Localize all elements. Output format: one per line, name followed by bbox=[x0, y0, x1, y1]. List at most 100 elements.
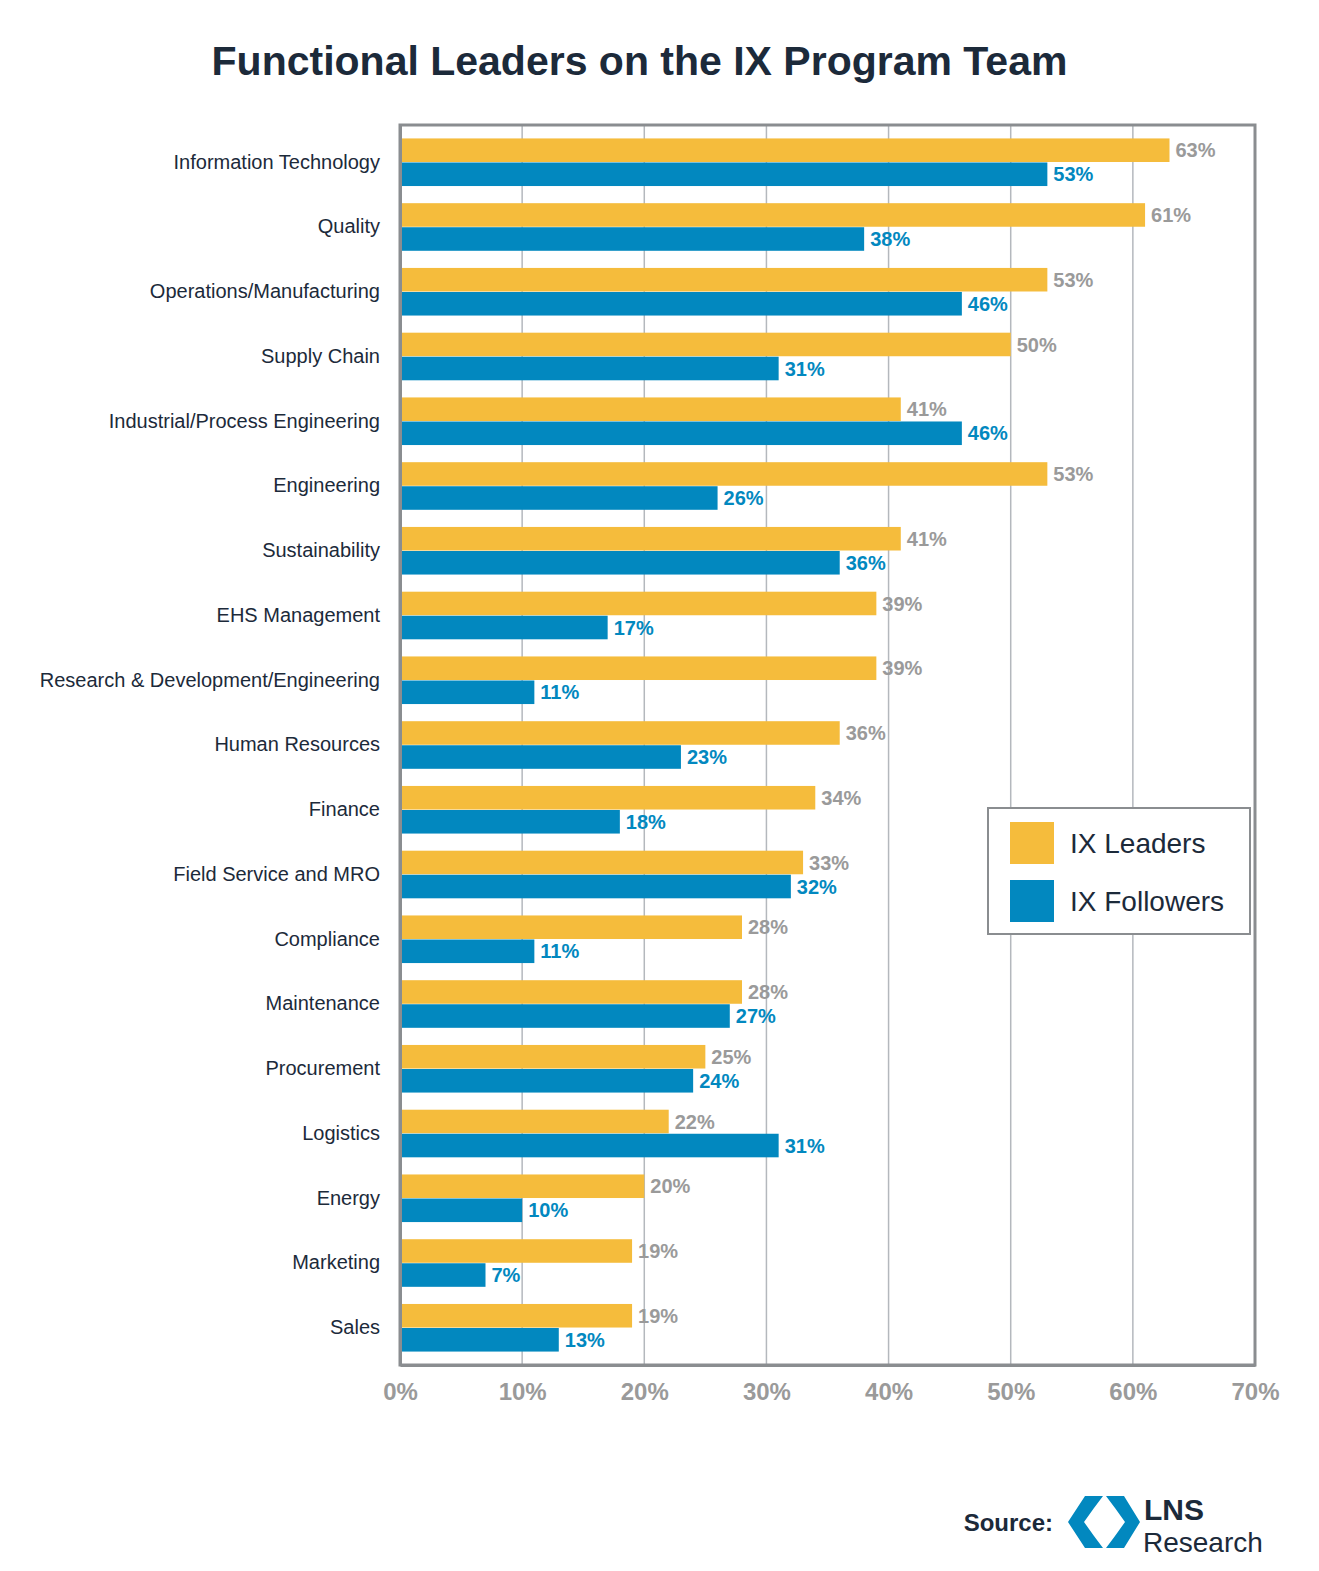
data-label: 10% bbox=[528, 1199, 568, 1221]
bar bbox=[400, 1045, 705, 1069]
tick: Logistics bbox=[302, 1122, 400, 1144]
data-label: 24% bbox=[699, 1070, 739, 1092]
tick-label: Research & Development/Engineering bbox=[40, 669, 380, 691]
bar bbox=[400, 486, 718, 510]
bar bbox=[400, 939, 534, 963]
source-label: Source: bbox=[964, 1509, 1053, 1536]
data-label: 32% bbox=[797, 876, 837, 898]
tick-label: Operations/Manufacturing bbox=[150, 280, 380, 302]
data-label: 39% bbox=[882, 593, 922, 615]
tick-label: 60% bbox=[1109, 1378, 1157, 1405]
data-label: 36% bbox=[846, 722, 886, 744]
bar bbox=[400, 786, 815, 810]
bar bbox=[400, 810, 620, 834]
tick: EHS Management bbox=[217, 604, 400, 626]
bar bbox=[400, 462, 1047, 486]
grid-line bbox=[1010, 125, 1012, 1365]
bar bbox=[400, 1328, 559, 1352]
tick-label: Quality bbox=[318, 215, 380, 237]
tick-label: Compliance bbox=[274, 928, 380, 950]
bar bbox=[400, 397, 901, 421]
tick: 70% bbox=[1231, 1365, 1279, 1405]
bar bbox=[400, 421, 962, 445]
bar bbox=[400, 333, 1011, 357]
bar bbox=[400, 357, 779, 381]
tick-label: Sustainability bbox=[262, 539, 380, 561]
source: Source: LNSResearch bbox=[964, 1493, 1263, 1558]
bar bbox=[400, 527, 901, 551]
bar bbox=[400, 1199, 522, 1223]
series-bars bbox=[400, 162, 1047, 1351]
bar bbox=[400, 721, 840, 745]
bars bbox=[400, 138, 1170, 1351]
y-axis: Information Technology Quality Operations/… bbox=[40, 126, 401, 1366]
data-label: 53% bbox=[1053, 463, 1093, 485]
data-label: 25% bbox=[711, 1046, 751, 1068]
bar bbox=[400, 162, 1047, 186]
tick-label: EHS Management bbox=[217, 604, 381, 626]
data-label: 34% bbox=[821, 787, 861, 809]
y-axis-line bbox=[399, 126, 402, 1366]
tick: 60% bbox=[1109, 1365, 1157, 1405]
bar bbox=[400, 1004, 730, 1028]
legend-label: IX Leaders bbox=[1070, 828, 1205, 859]
data-label: 39% bbox=[882, 657, 922, 679]
data-label: 26% bbox=[724, 487, 764, 509]
grid-line bbox=[1132, 125, 1134, 1365]
tick-label: 30% bbox=[743, 1378, 791, 1405]
tick-label: Finance bbox=[309, 798, 380, 820]
logo-icon bbox=[1068, 1496, 1140, 1548]
tick: 50% bbox=[987, 1365, 1035, 1405]
bar bbox=[400, 875, 791, 899]
data-label: 28% bbox=[748, 981, 788, 1003]
tick: 30% bbox=[743, 1365, 791, 1405]
tick: Information Technology bbox=[174, 151, 400, 173]
data-label: 11% bbox=[540, 681, 579, 703]
data-label: 31% bbox=[785, 358, 825, 380]
bar bbox=[400, 551, 840, 575]
tick: Field Service and MRO bbox=[173, 863, 400, 885]
series-bars bbox=[400, 138, 1170, 1327]
tick: Sales bbox=[330, 1316, 400, 1338]
legend-swatch bbox=[1010, 822, 1054, 864]
source-name: Research bbox=[1143, 1527, 1263, 1558]
x-axis: 0%10%20%30%40%50%60%70% bbox=[383, 1365, 1279, 1405]
tick-label: Sales bbox=[330, 1316, 380, 1338]
data-labels: 63%61%53%50%41%53%41%39%39%36%34%33%28%2… bbox=[492, 139, 1216, 1351]
bar bbox=[400, 745, 681, 769]
tick: Maintenance bbox=[265, 992, 400, 1014]
tick: Supply Chain bbox=[261, 345, 400, 367]
source-name: LNS bbox=[1144, 1493, 1204, 1526]
tick-label: Industrial/Process Engineering bbox=[109, 410, 380, 432]
tick-label: Procurement bbox=[266, 1057, 381, 1079]
legend-label: IX Followers bbox=[1070, 886, 1224, 917]
tick-label: 40% bbox=[865, 1378, 913, 1405]
data-label: 27% bbox=[736, 1005, 776, 1027]
bar bbox=[400, 1134, 779, 1158]
data-label: 17% bbox=[614, 617, 654, 639]
bar bbox=[400, 680, 534, 704]
bar bbox=[400, 1069, 693, 1093]
tick-label: Information Technology bbox=[174, 151, 380, 173]
bar bbox=[400, 980, 742, 1004]
tick-label: Marketing bbox=[292, 1251, 380, 1273]
data-label: 61% bbox=[1151, 204, 1191, 226]
bar bbox=[400, 203, 1145, 227]
tick: 0% bbox=[383, 1365, 418, 1405]
tick-label: 20% bbox=[621, 1378, 669, 1405]
tick-label: 0% bbox=[383, 1378, 418, 1405]
data-label: 18% bbox=[626, 811, 666, 833]
data-label: 23% bbox=[687, 746, 727, 768]
tick-label: Energy bbox=[317, 1187, 380, 1209]
legend-swatch bbox=[1010, 880, 1054, 922]
tick: Research & Development/Engineering bbox=[40, 669, 400, 691]
grid bbox=[400, 125, 1255, 1365]
bar bbox=[400, 656, 876, 680]
bar bbox=[400, 292, 962, 316]
data-label: 22% bbox=[675, 1111, 715, 1133]
bar bbox=[400, 268, 1047, 292]
data-label: 28% bbox=[748, 916, 788, 938]
tick: 40% bbox=[865, 1365, 913, 1405]
tick-label: Maintenance bbox=[265, 992, 380, 1014]
data-label: 19% bbox=[638, 1240, 678, 1262]
